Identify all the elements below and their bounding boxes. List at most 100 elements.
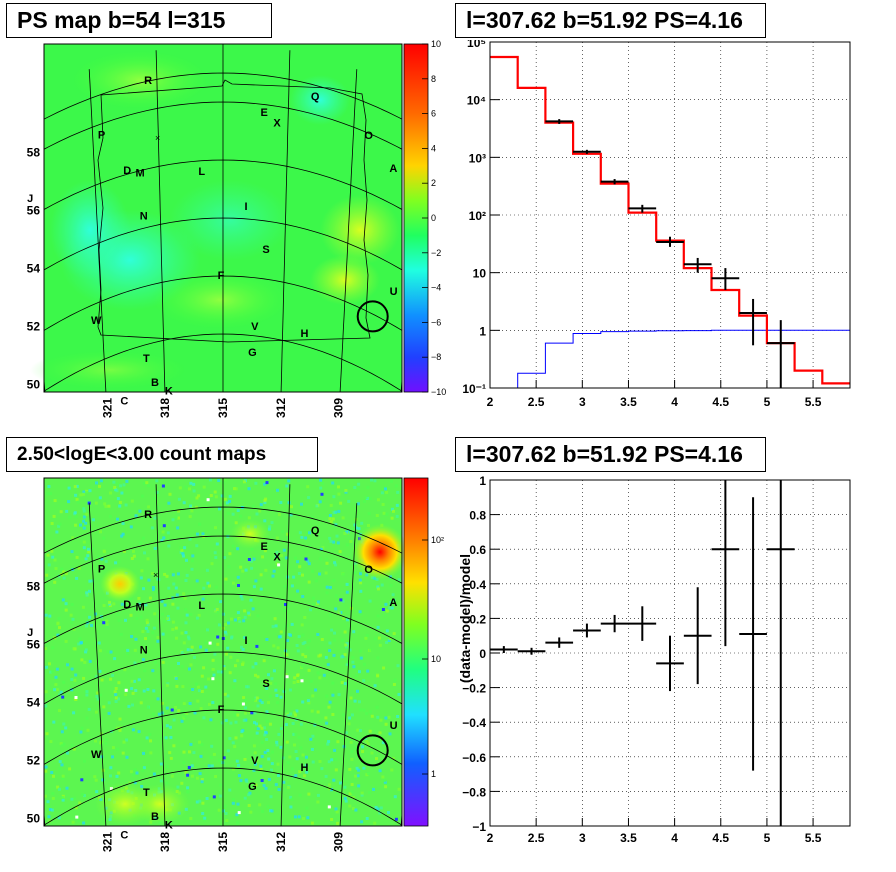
map-cross-marker: × [155, 133, 160, 143]
latitude-tick-label: 58 [27, 580, 41, 594]
latitude-tick-label: 50 [27, 378, 41, 392]
source-label: E [261, 107, 268, 119]
latitude-tick-label: 54 [27, 262, 41, 276]
y-tick-label: −1 [472, 820, 486, 834]
longitude-gridline [280, 484, 291, 826]
source-label: M [136, 601, 145, 613]
source-label: V [251, 321, 259, 333]
colorbar-tick-label: 10² [431, 535, 444, 545]
residual-plot: 2 2.5 3 3.5 4 4.5 5 5.5 −1 −0.8 −0.6 −0.4 −0.2 0 0.2 0… [457, 474, 851, 845]
latitude-tick-label: 52 [27, 320, 41, 334]
source-label: L [198, 166, 205, 178]
x-tick-label: 5 [764, 395, 771, 409]
longitude-gridline [339, 69, 358, 392]
y-tick-label: 0.6 [469, 543, 486, 557]
latitude-tick-label: 50 [27, 812, 41, 826]
x-tick-label: 3 [579, 831, 586, 845]
source-label: P [98, 564, 105, 576]
source-label: B [151, 377, 159, 389]
y-tick-label: −0.6 [462, 751, 486, 765]
y-tick-label: 10⁵ [467, 40, 486, 50]
source-label: U [390, 286, 398, 298]
source-label: H [301, 762, 309, 774]
map-cross-marker: × [153, 570, 158, 580]
y-tick-label: 10³ [469, 151, 486, 165]
source-label: G [248, 347, 257, 359]
y-tick-label: 1 [479, 474, 486, 488]
source-label: R [144, 75, 152, 87]
longitude-tick-label: 312 [274, 832, 288, 852]
roi-boundary [97, 79, 371, 343]
source-label: P [98, 130, 105, 142]
y-tick-label: 10² [469, 209, 486, 223]
longitude-tick-label: 321 [101, 832, 115, 852]
colorbar-tick-label: 10 [431, 40, 441, 49]
longitude-tick-label: 312 [274, 398, 288, 418]
spectrum-title: l=307.62 b=51.92 PS=4.16 [455, 3, 766, 38]
source-label: C [120, 395, 128, 407]
latitude-tick-label: 56 [27, 204, 41, 218]
latitude-tick-label: 56 [27, 638, 41, 652]
y-tick-label: 1 [479, 324, 486, 338]
colorbar-tick-label: 0 [431, 213, 436, 223]
spectrum-plot: 2 2.5 3 3.5 4 4.5 5 5.5 10⁻¹ 1 10 10² 10³ 10⁴ 10⁵ [462, 40, 851, 409]
source-label: N [140, 644, 148, 656]
source-label: S [262, 244, 269, 256]
source-label: N [140, 210, 148, 222]
source-label: X [273, 118, 281, 130]
x-tick-label: 2 [487, 831, 494, 845]
point-source-marker [356, 734, 389, 767]
y-tick-label: 10⁴ [467, 94, 486, 108]
x-tick-label: 4 [671, 831, 678, 845]
source-label: E [261, 541, 268, 553]
source-label: J [27, 193, 33, 205]
source-label: W [91, 749, 102, 761]
source-label: T [143, 353, 150, 365]
longitude-gridline [88, 69, 107, 392]
latitude-tick-label: 58 [27, 146, 41, 160]
colorbar-tick-label: 10 [431, 654, 441, 664]
source-label: W [91, 315, 102, 327]
colorbar-tick-label: −10 [431, 387, 446, 397]
colorbar-tick-label: −2 [431, 248, 441, 258]
source-label: L [198, 600, 205, 612]
longitude-tick-label: 321 [101, 398, 115, 418]
source-label: U [390, 720, 398, 732]
source-label: G [248, 781, 257, 793]
source-label: F [218, 704, 225, 716]
colorbar-tick-label: −8 [431, 352, 441, 362]
longitude-tick-label: 318 [158, 398, 172, 418]
source-label: H [301, 328, 309, 340]
source-label: A [389, 163, 397, 175]
longitude-tick-label: 315 [216, 832, 230, 852]
source-label: X [273, 552, 281, 564]
source-label: S [262, 678, 269, 690]
x-tick-label: 3.5 [620, 395, 637, 409]
x-tick-label: 2.5 [528, 395, 545, 409]
residual-title: l=307.62 b=51.92 PS=4.16 [455, 437, 766, 472]
colorbar-tick-label: 8 [431, 74, 436, 84]
x-tick-label: 2.5 [528, 831, 545, 845]
longitude-gridline [155, 50, 166, 392]
colorbar-tick-label: 2 [431, 178, 436, 188]
longitude-tick-label: 309 [332, 832, 346, 852]
x-tick-label: 4.5 [712, 395, 729, 409]
y-tick-label: 10⁻¹ [462, 382, 486, 396]
x-tick-label: 4 [671, 395, 678, 409]
longitude-gridline [88, 503, 107, 826]
y-tick-label: 10 [473, 267, 487, 281]
source-label: F [218, 270, 225, 282]
latitude-tick-label: 52 [27, 754, 41, 768]
x-tick-label: 3 [579, 395, 586, 409]
y-tick-label: −0.4 [462, 716, 486, 730]
point-source-marker [356, 300, 389, 333]
longitude-gridline [339, 503, 358, 826]
residual-ylabel: (data-model)/model [457, 554, 473, 683]
longitude-tick-label: 315 [216, 398, 230, 418]
x-tick-label: 5 [764, 831, 771, 845]
latitude-tick-label: 54 [27, 696, 41, 710]
